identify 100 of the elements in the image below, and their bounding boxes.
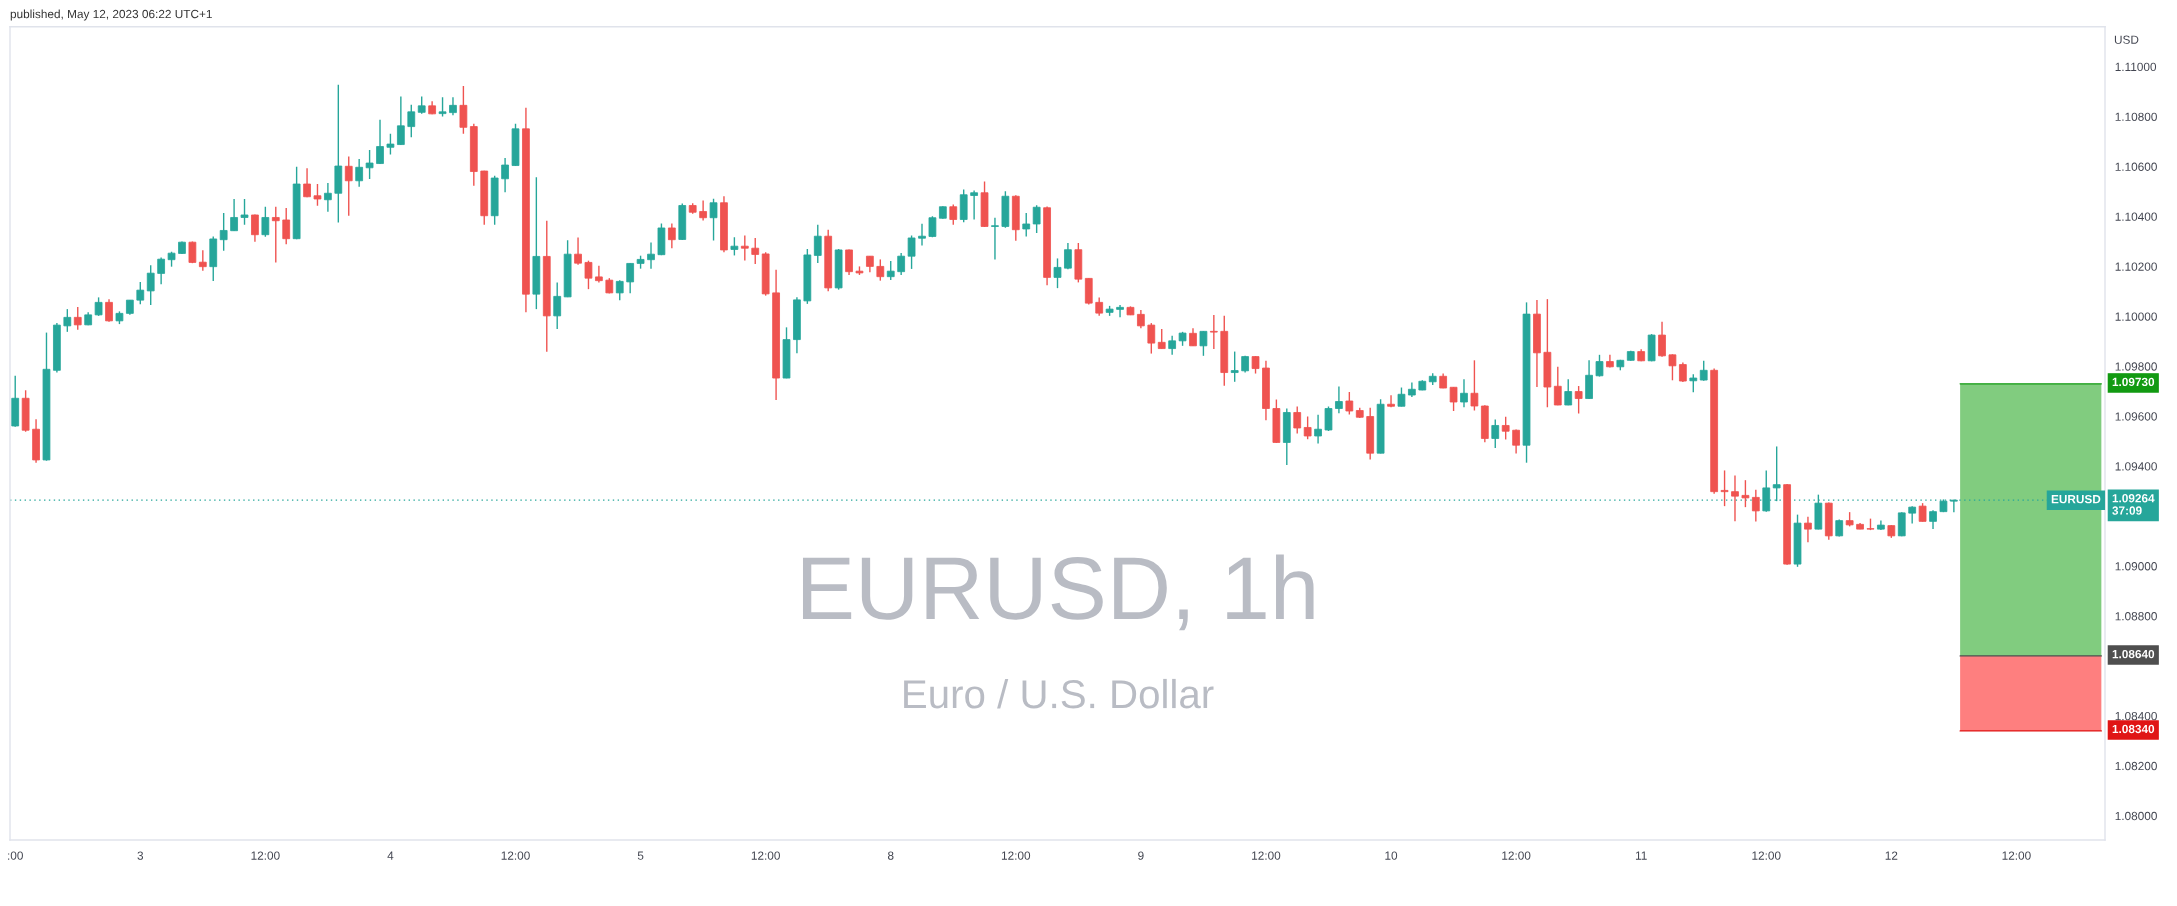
candlestick: [709, 198, 718, 242]
candlestick: [1574, 385, 1583, 415]
candlestick: [1293, 405, 1302, 435]
ref-line-label: 1.08340: [2112, 724, 2155, 734]
candlestick: [907, 234, 916, 270]
candlestick: [1397, 386, 1406, 408]
candlestick: [1168, 335, 1177, 356]
candlestick: [740, 234, 749, 262]
candlestick: [1314, 414, 1322, 445]
candlestick: [251, 213, 259, 243]
candlestick: [1032, 204, 1041, 234]
candlestick: [1751, 488, 1760, 523]
candlestick: [970, 189, 978, 221]
text: published, May 12, 2023 06:22 UTC+1: [10, 9, 212, 21]
x-tick-label: 4: [387, 851, 394, 860]
candlestick: [157, 256, 165, 285]
candlestick: [647, 241, 655, 270]
candlestick: [324, 182, 332, 213]
candlestick: [282, 207, 291, 245]
x-tick-label: 3: [137, 851, 144, 860]
y-tick-label: 1.08400: [2115, 711, 2157, 721]
candlestick: [105, 298, 113, 323]
candlestick: [73, 306, 82, 331]
candlestick: [991, 217, 999, 261]
candlestick: [501, 157, 509, 193]
candlestick: [1324, 405, 1333, 432]
candlestick: [63, 308, 72, 333]
candlestick: [386, 133, 395, 156]
candlestick: [1668, 353, 1677, 381]
candlestick: [886, 260, 895, 281]
candlestick: [1929, 509, 1937, 530]
text: EURUSD, 1h: [802, 554, 1314, 631]
x-tick-label: 9: [1138, 851, 1144, 860]
candlestick: [1741, 479, 1750, 508]
candlestick: [751, 237, 760, 265]
candlestick: [1147, 322, 1156, 355]
candlestick: [438, 96, 447, 118]
candlestick: [1918, 502, 1927, 523]
candlestick: [1512, 428, 1520, 455]
ref-line-label: 1.09264 37:09: [2112, 494, 2155, 515]
candlestick: [1095, 296, 1104, 317]
y-tick-label: 1.09600: [2115, 412, 2157, 421]
y-tick-label: 1.09400: [2115, 462, 2157, 471]
candlestick: [1116, 304, 1124, 319]
candlestick: [146, 264, 155, 306]
candlestick: [1230, 350, 1239, 383]
candlestick: [615, 279, 624, 301]
y-tick-label: 1.11000: [2115, 62, 2157, 72]
candlestick: [1501, 416, 1510, 441]
candlestick: [1209, 314, 1218, 350]
x-tick-label: 5: [637, 851, 644, 860]
candlestick: [355, 158, 364, 188]
x-tick-label: 12:00: [2002, 851, 2031, 860]
candlestick: [1491, 418, 1500, 449]
candlestick: [313, 183, 322, 207]
candlestick: [1460, 378, 1468, 408]
candlestick: [1022, 212, 1031, 238]
y-tick-label: 1.09000: [2115, 562, 2157, 571]
candlestick: [198, 249, 207, 272]
candlestick: [553, 281, 562, 330]
candlestick: [240, 198, 249, 226]
candlestick: [845, 248, 853, 276]
y-tick-label: 1.08200: [2115, 761, 2157, 771]
candlestick: [574, 236, 582, 266]
candlestick: [1345, 391, 1354, 416]
candlestick: [1137, 309, 1145, 330]
candlestick: [94, 296, 103, 317]
candlestick: [344, 155, 353, 217]
candlestick: [1699, 360, 1708, 382]
candlestick: [949, 203, 958, 226]
candlestick: [1804, 515, 1812, 544]
candlestick: [1053, 257, 1062, 289]
y-tick-label: 1.09800: [2115, 362, 2157, 371]
candlestick: [1553, 366, 1562, 406]
x-tick-label: 12:00: [1752, 851, 1781, 860]
text: Euro / U.S. Dollar: [904, 678, 1214, 709]
x-tick-label: 12:00: [751, 851, 780, 860]
candlestick: [1387, 394, 1395, 408]
candlestick: [1470, 359, 1479, 412]
candlestick: [1585, 359, 1593, 400]
ref-line-label: 1.08640: [2112, 649, 2155, 659]
candlestick: [376, 119, 384, 165]
candlestick: [1720, 469, 1729, 507]
x-tick-label: 12:00: [251, 851, 280, 860]
candlestick: [813, 224, 822, 264]
y-axis-title: USD: [2114, 35, 2139, 44]
x-tick-label: 12: [1885, 851, 1898, 860]
candlestick: [1564, 378, 1573, 406]
x-tick-label: 11: [1635, 851, 1647, 860]
ref-line-label: 1.09730: [2112, 377, 2155, 387]
candlestick: [219, 212, 228, 252]
candlestick: [397, 95, 405, 146]
candlestick: [1595, 354, 1604, 378]
candlestick: [730, 236, 739, 257]
candlestick: [1731, 474, 1739, 523]
candlestick: [897, 252, 906, 276]
candlestick: [699, 199, 707, 222]
candlestick: [1303, 415, 1312, 440]
candlestick: [1064, 242, 1072, 270]
candlestick: [271, 206, 280, 264]
